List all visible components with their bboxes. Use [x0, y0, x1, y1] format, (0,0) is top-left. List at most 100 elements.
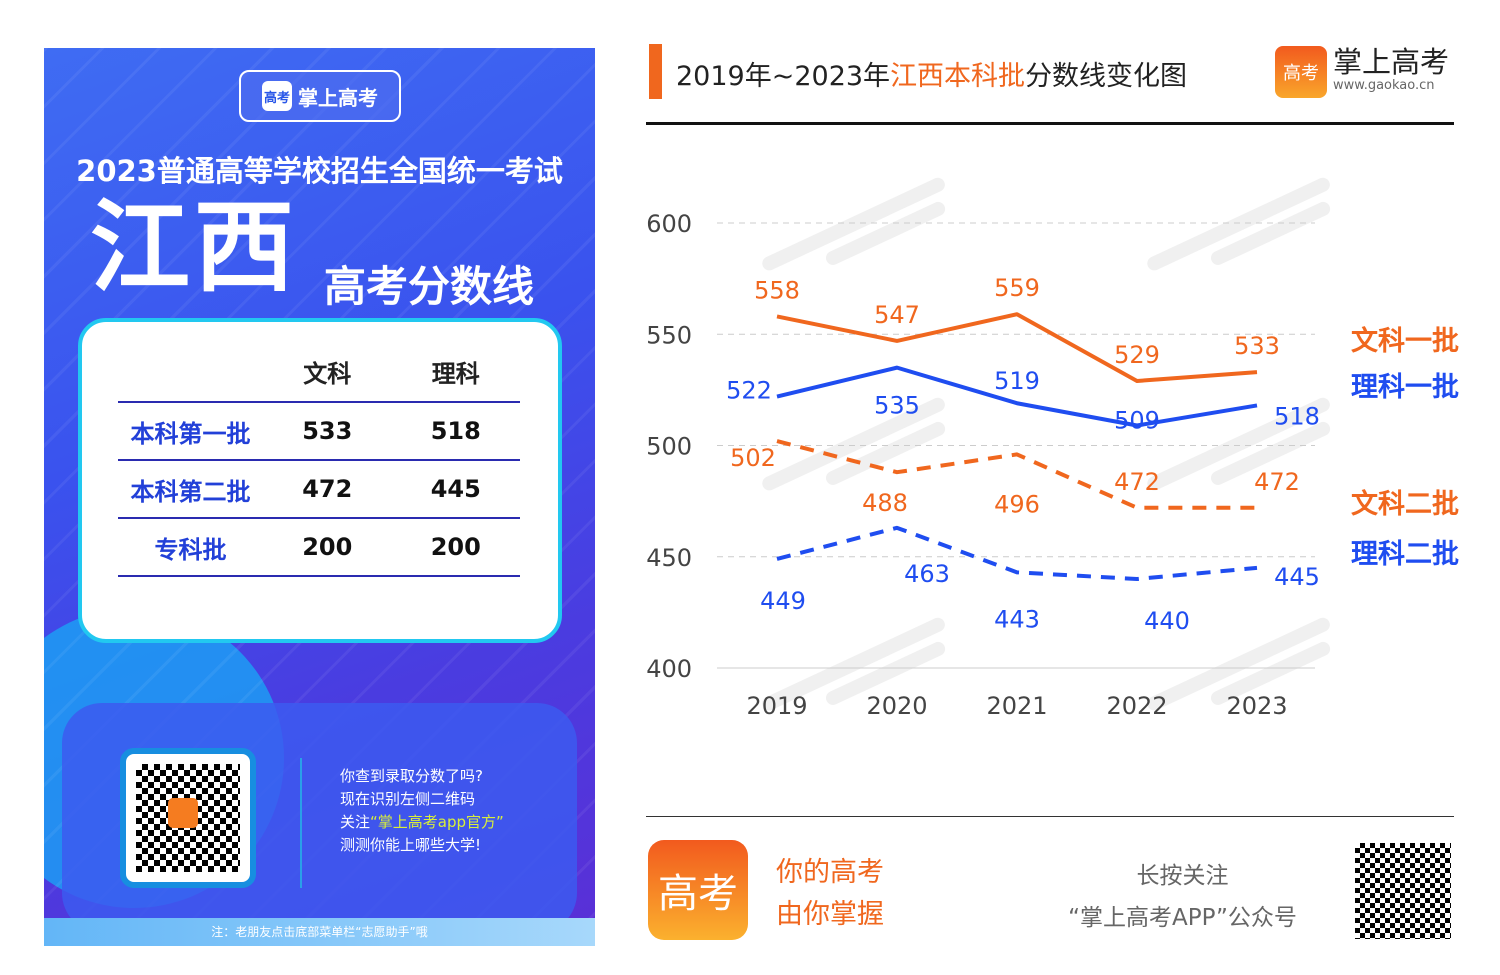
- brand-url: www.gaokao.cn: [1333, 78, 1435, 93]
- row-name: 本科第二批: [118, 460, 263, 519]
- watermark-mark: [1210, 421, 1331, 485]
- watermark-mark: [825, 641, 946, 705]
- x-tick-label: 2020: [866, 692, 927, 720]
- series-line: [776, 525, 1258, 581]
- qr-line: 关注: [340, 813, 371, 831]
- x-tick-label: 2019: [746, 692, 807, 720]
- gaokao-logo-icon: [168, 798, 198, 828]
- y-tick-label: 400: [646, 655, 692, 683]
- header-rule: [646, 122, 1454, 125]
- poster: 高考 掌上高考 2023普通高等学校招生全国统一考试 江西 高考分数线 文科 理科 …: [44, 48, 595, 946]
- y-tick-label: 600: [646, 210, 692, 238]
- legend-entry: 理科二批: [1351, 539, 1459, 570]
- poster-subtitle: 高考分数线: [324, 262, 535, 311]
- header-cell: 文科: [263, 342, 392, 403]
- title-pre: 2019年~2023年: [676, 61, 891, 92]
- data-label: 502: [730, 444, 776, 472]
- data-label: 519: [994, 367, 1040, 395]
- data-label: 443: [994, 605, 1040, 633]
- y-tick-label: 500: [646, 433, 692, 461]
- cell: 200: [391, 518, 520, 577]
- title-accent: [649, 44, 662, 99]
- brand-name: 掌上高考: [1333, 45, 1450, 79]
- x-tick-label: 2022: [1106, 692, 1167, 720]
- legend-entry: 理科一批: [1351, 372, 1459, 403]
- qr-line: 测测你能上哪些大学!: [340, 836, 482, 854]
- follow-line: 长按关注: [1136, 863, 1229, 889]
- row-name: 专科批: [118, 518, 263, 577]
- watermark-mark: [1147, 397, 1330, 491]
- data-label: 518: [1274, 402, 1320, 430]
- data-label: 558: [754, 276, 800, 304]
- follow-text: 长按关注 “掌上高考APP”公众号: [1020, 855, 1345, 939]
- data-label: 547: [874, 301, 920, 329]
- watermark-mark: [825, 421, 946, 485]
- data-label: 472: [1254, 468, 1300, 496]
- data-label: 559: [994, 274, 1040, 302]
- cell: 445: [391, 460, 520, 519]
- header-cell: [118, 342, 263, 403]
- watermark-mark: [825, 201, 946, 265]
- y-tick-label: 450: [646, 544, 692, 572]
- title-post: 分数线变化图: [1025, 61, 1188, 92]
- brand-logo: 高考 掌上高考 www.gaokao.cn: [1275, 46, 1449, 98]
- data-label: 509: [1114, 406, 1160, 434]
- data-label: 533: [1234, 332, 1280, 360]
- x-tick-label: 2021: [986, 692, 1047, 720]
- qr-panel: 你查到录取分数了吗? 现在识别左侧二维码 关注“掌上高考app官方” 测测你能上…: [62, 703, 577, 933]
- data-label: 529: [1114, 341, 1160, 369]
- x-tick-label: 2023: [1226, 692, 1287, 720]
- watermark-mark: [1210, 641, 1331, 705]
- data-label: 463: [904, 560, 950, 588]
- row-name: 本科第一批: [118, 402, 263, 461]
- data-label: 488: [862, 489, 908, 517]
- legend-entry: 文科二批: [1351, 488, 1459, 520]
- qr-line: 现在识别左侧二维码: [340, 790, 476, 808]
- watermark-mark: [762, 397, 945, 491]
- data-label: 440: [1144, 607, 1190, 635]
- cell: 518: [391, 402, 520, 461]
- data-label: 445: [1274, 563, 1320, 591]
- qr-code[interactable]: [1355, 843, 1451, 939]
- gaokao-logo-icon: 高考: [262, 81, 292, 111]
- watermark-mark: [1210, 201, 1331, 265]
- footnote: 注：老朋友点击底部菜单栏“志愿助手”哦: [44, 918, 595, 946]
- exam-title: 2023普通高等学校招生全国统一考试: [76, 154, 563, 188]
- watermark-mark: [1147, 617, 1330, 711]
- slogan-line: 你的高考: [776, 857, 884, 888]
- province-name: 江西: [90, 189, 298, 306]
- legend-entry: 文科一批: [1351, 325, 1459, 357]
- table-row: 本科第一批 533 518: [118, 402, 520, 461]
- cell: 533: [263, 402, 392, 461]
- qr-code[interactable]: [120, 748, 256, 888]
- slogan-line: 由你掌握: [776, 899, 884, 930]
- watermark-mark: [762, 617, 945, 711]
- follow-line: “掌上高考APP”公众号: [1068, 905, 1297, 931]
- chart-title: 2019年~2023年江西本科批分数线变化图: [676, 54, 1187, 93]
- score-table: 文科 理科 本科第一批 533 518 本科第二批 472 445 专科批 200 200: [118, 342, 520, 577]
- table-row: 专科批 200 200: [118, 518, 520, 577]
- gaokao-app-icon: 高考: [648, 840, 748, 940]
- y-tick-label: 550: [646, 321, 692, 349]
- qr-highlight: “掌上高考app官方”: [370, 813, 504, 831]
- poster-logo: 高考 掌上高考: [239, 70, 401, 122]
- qr-line: 你查到录取分数了吗?: [340, 767, 483, 785]
- data-label: 522: [726, 377, 772, 405]
- watermark-mark: [762, 177, 945, 271]
- poster-brand: 掌上高考: [298, 85, 378, 110]
- score-card: 文科 理科 本科第一批 533 518 本科第二批 472 445 专科批 200 200: [78, 318, 562, 643]
- watermark-mark: [1147, 177, 1330, 271]
- gaokao-logo-icon: 高考: [1275, 46, 1327, 98]
- cell: 472: [263, 460, 392, 519]
- data-label: 496: [994, 490, 1040, 518]
- data-label: 449: [760, 587, 806, 615]
- data-label: 535: [874, 392, 920, 420]
- footer-rule: [646, 816, 1454, 817]
- qr-instructions: 你查到录取分数了吗? 现在识别左侧二维码 关注“掌上高考app官方” 测测你能上…: [340, 765, 504, 857]
- table-row: 本科第二批 472 445: [118, 460, 520, 519]
- slogan: 你的高考 由你掌握: [776, 852, 884, 936]
- title-highlight: 江西本科批: [890, 61, 1026, 92]
- divider: [300, 758, 302, 888]
- header-cell: 理科: [391, 342, 520, 403]
